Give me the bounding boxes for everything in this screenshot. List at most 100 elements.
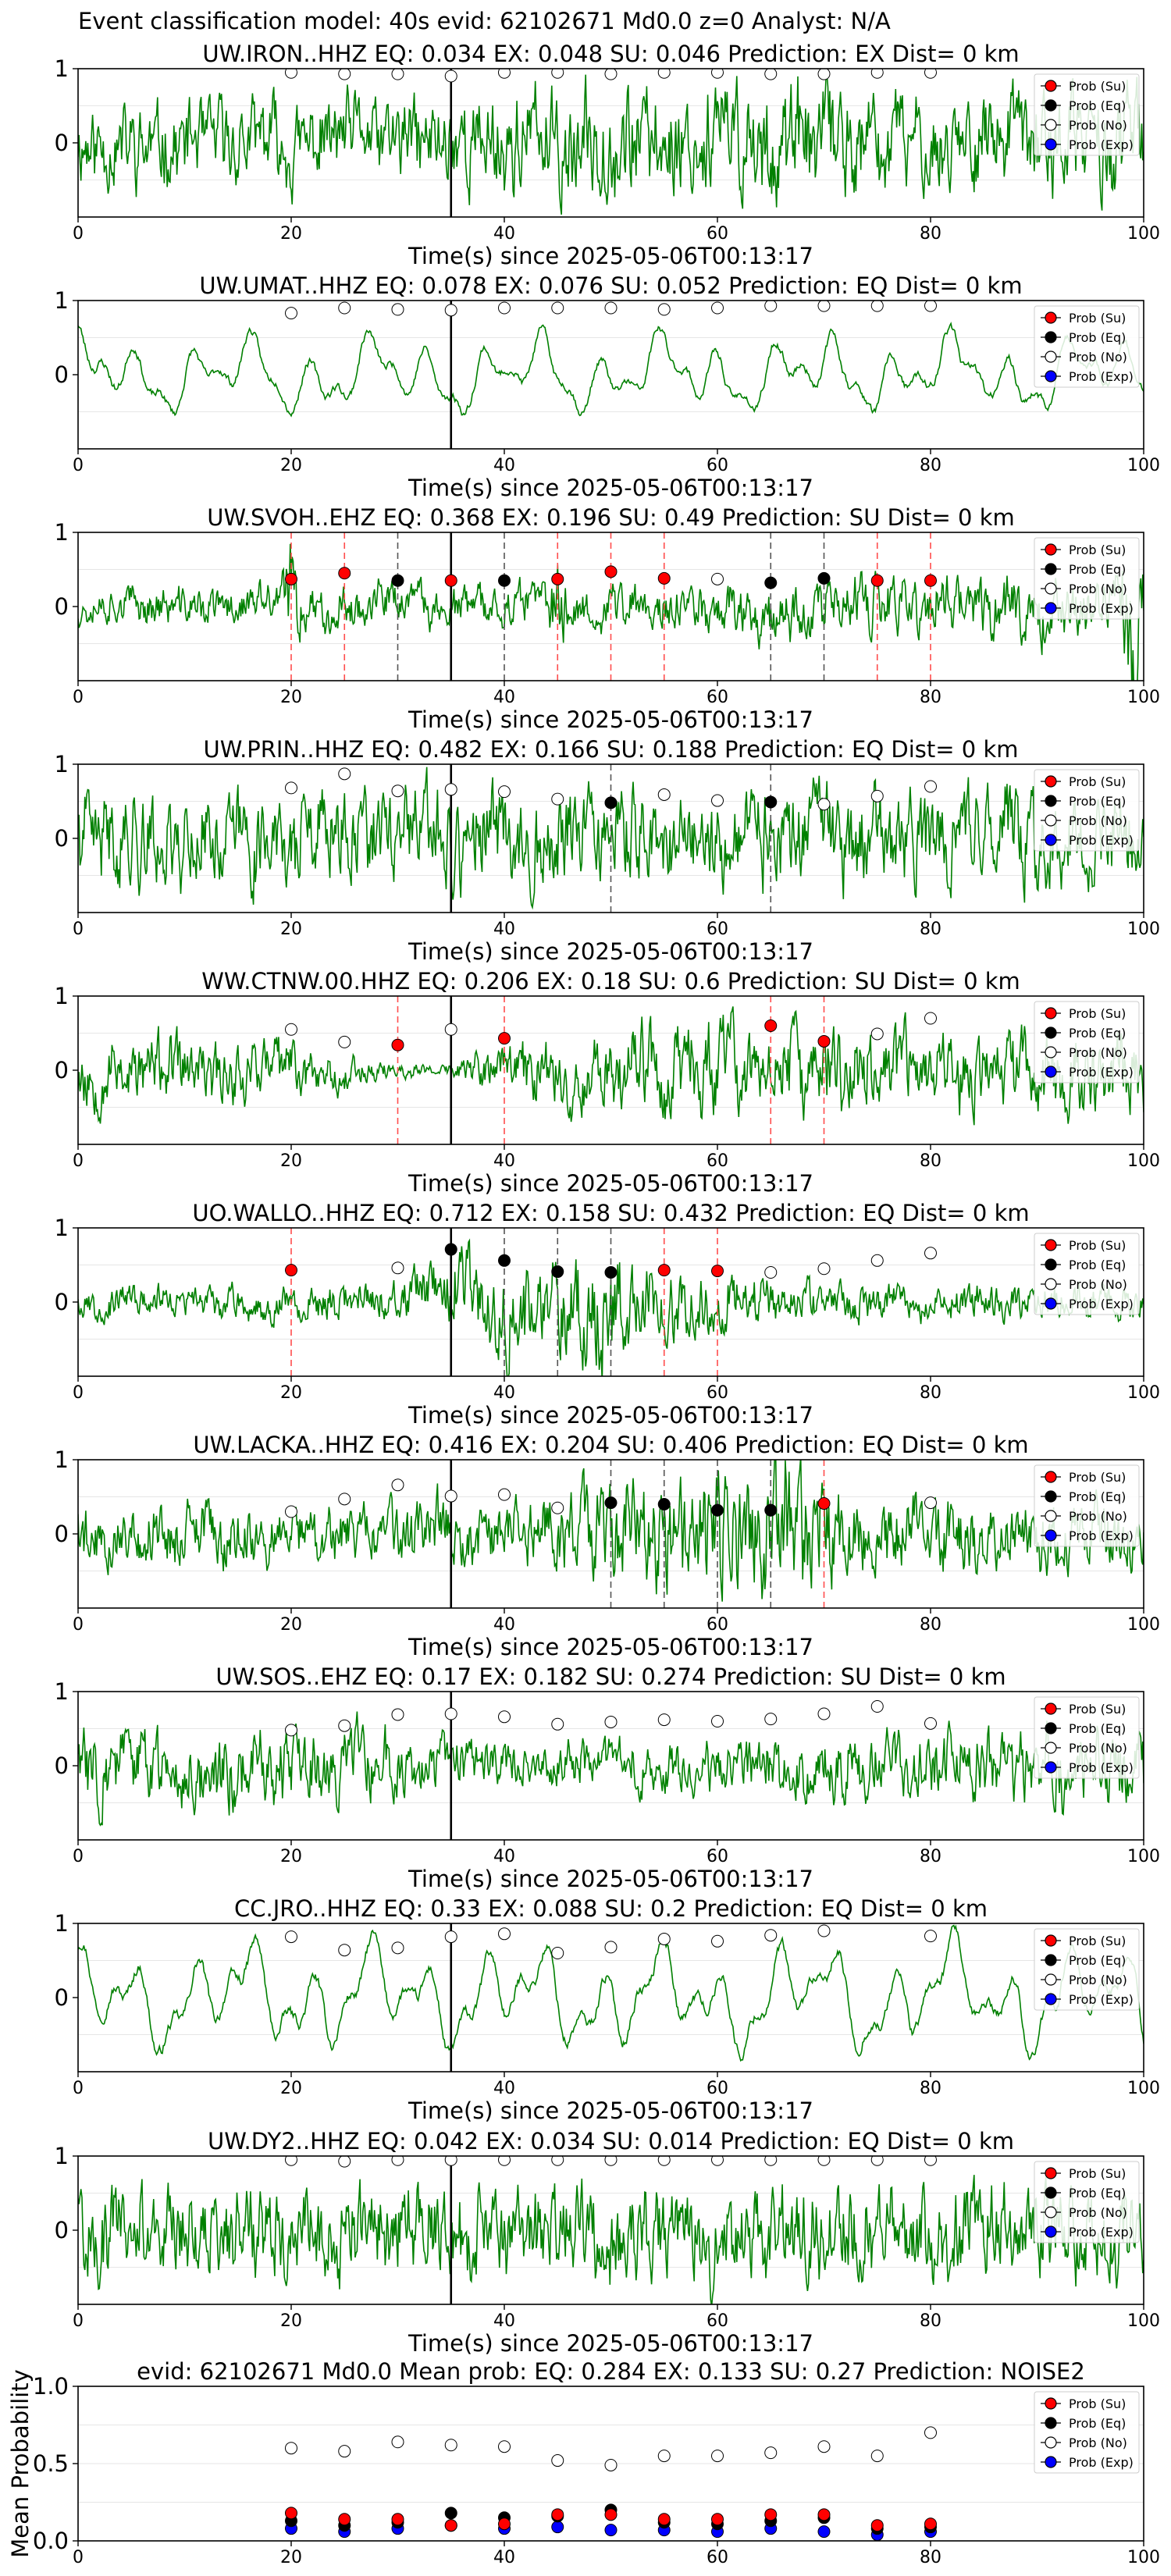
mean-prob-point-no (551, 2454, 564, 2467)
prob-point-no (551, 301, 564, 315)
prob-point-no (444, 783, 457, 796)
prob-point-no (764, 2156, 778, 2166)
legend-label: Prob (Eq) (1069, 330, 1126, 345)
x-tick-label: 80 (920, 688, 941, 707)
waveform-panel: CC.JRO..HHZ EQ: 0.33 EX: 0.088 SU: 0.2 P… (55, 1895, 1160, 2124)
mean-prob-point-su (391, 2513, 404, 2526)
prob-point-su (711, 1265, 724, 1278)
x-tick-label: 40 (493, 1151, 515, 1171)
waveform-panel: UW.SOS..EHZ EQ: 0.17 EX: 0.182 SU: 0.274… (55, 1663, 1160, 1892)
prob-point-no (338, 2156, 351, 2168)
prob-point-su (604, 565, 618, 578)
prob-point-no (870, 1254, 884, 1267)
prob-point-no (924, 1717, 937, 1730)
x-axis-label: Time(s) since 2025-05-06T00:13:17 (408, 475, 813, 501)
y-tick-label: 0.0 (33, 2528, 69, 2554)
panel-title: UW.DY2..HHZ EQ: 0.042 EX: 0.034 SU: 0.01… (208, 2128, 1014, 2154)
legend-marker-no (1045, 1973, 1057, 1986)
prob-point-no (498, 1488, 511, 1501)
prob-point-eq (604, 1266, 618, 1279)
y-tick-label: 0 (55, 1521, 69, 1547)
panel-title: UW.SVOH..EHZ EQ: 0.368 EX: 0.196 SU: 0.4… (207, 504, 1015, 531)
prob-point-no (498, 301, 511, 315)
x-tick-label: 80 (920, 1383, 941, 1403)
panel-title: UW.PRIN..HHZ EQ: 0.482 EX: 0.166 SU: 0.1… (204, 736, 1019, 763)
prob-point-su (764, 1019, 778, 1032)
legend-label: Prob (No) (1069, 1277, 1127, 1292)
prob-point-eq (604, 796, 618, 809)
panel-title: UO.WALLO..HHZ EQ: 0.712 EX: 0.158 SU: 0.… (192, 1200, 1029, 1226)
waveform-trace (78, 2175, 1144, 2304)
legend-label: Prob (No) (1069, 1509, 1127, 1524)
plot-area (78, 2156, 1144, 2304)
x-tick-label: 100 (1127, 688, 1160, 707)
y-tick-label: 1 (55, 983, 69, 1009)
waveform-panel: UW.UMAT..HHZ EQ: 0.078 EX: 0.076 SU: 0.0… (55, 272, 1160, 501)
x-tick-label: 0 (73, 1151, 84, 1171)
x-axis-label: Time(s) since 2025-05-06T00:13:17 (408, 2097, 813, 2124)
prob-point-no (551, 1717, 564, 1731)
x-tick-label: 80 (920, 1615, 941, 1635)
legend-label: Prob (No) (1069, 582, 1127, 596)
x-axis-label: Time(s) since 2025-05-06T00:13:17 (408, 243, 813, 269)
prob-point-eq (711, 1503, 724, 1517)
waveform-trace (78, 1711, 1144, 1827)
x-tick-label: 20 (280, 920, 302, 939)
legend-marker-eq (1045, 1722, 1057, 1735)
x-tick-label: 20 (280, 1847, 302, 1866)
legend-label: Prob (No) (1069, 2205, 1127, 2220)
y-tick-label: 1 (55, 1446, 69, 1473)
prob-point-no (338, 1035, 351, 1048)
prob-point-no (498, 785, 511, 799)
legend-marker-su (1045, 1934, 1057, 1947)
legend-marker-su (1045, 2397, 1057, 2410)
prob-point-eq (657, 1498, 671, 1510)
legend-marker-eq (1045, 2417, 1057, 2429)
prob-point-no (444, 304, 457, 317)
plot-area (78, 764, 1144, 913)
legend-label: Prob (Eq) (1069, 794, 1126, 809)
prob-point-no (870, 1027, 884, 1041)
x-tick-label: 40 (493, 224, 515, 244)
prob-point-no (764, 1713, 778, 1726)
prob-point-no (285, 1724, 297, 1737)
x-tick-label: 40 (493, 688, 515, 707)
prob-point-no (498, 1927, 511, 1941)
prob-point-su (551, 572, 564, 585)
x-tick-label: 80 (920, 1151, 941, 1171)
y-tick-label: 0 (55, 2217, 69, 2243)
legend-marker-eq (1045, 331, 1057, 343)
mean-prob-point-exp (817, 2525, 831, 2539)
prob-point-no (817, 69, 831, 80)
x-tick-label: 60 (707, 1615, 728, 1635)
legend-label: Prob (Exp) (1069, 1528, 1134, 1543)
mean-prob-point-su (498, 2517, 511, 2531)
legend-marker-su (1045, 2167, 1057, 2179)
prob-point-no (711, 301, 724, 315)
legend-marker-su (1045, 775, 1057, 788)
legend-box (1034, 1696, 1140, 1779)
legend-label: Prob (No) (1069, 1741, 1127, 1756)
x-tick-label: 0 (73, 2548, 84, 2567)
x-tick-label: 40 (493, 2079, 515, 2098)
x-tick-label: 100 (1127, 2311, 1160, 2331)
legend-marker-exp (1045, 834, 1057, 846)
prob-point-no (764, 69, 778, 80)
x-tick-label: 40 (493, 2311, 515, 2331)
x-tick-label: 100 (1127, 456, 1160, 475)
prob-point-no (604, 69, 618, 80)
x-tick-label: 0 (73, 1615, 84, 1635)
x-tick-label: 40 (493, 2548, 515, 2567)
mean-prob-point-su (604, 2508, 618, 2521)
plot-area (78, 532, 1144, 681)
legend-label: Prob (No) (1069, 118, 1127, 133)
x-tick-label: 100 (1127, 2548, 1160, 2567)
x-tick-label: 20 (280, 2079, 302, 2098)
x-tick-label: 60 (707, 688, 728, 707)
legend-label: Prob (Eq) (1069, 1489, 1126, 1504)
prob-point-no (711, 2156, 724, 2166)
legend-marker-su (1045, 311, 1057, 324)
legend-marker-no (1045, 350, 1057, 363)
legend-marker-su (1045, 1239, 1057, 1251)
prob-point-no (444, 2156, 457, 2166)
